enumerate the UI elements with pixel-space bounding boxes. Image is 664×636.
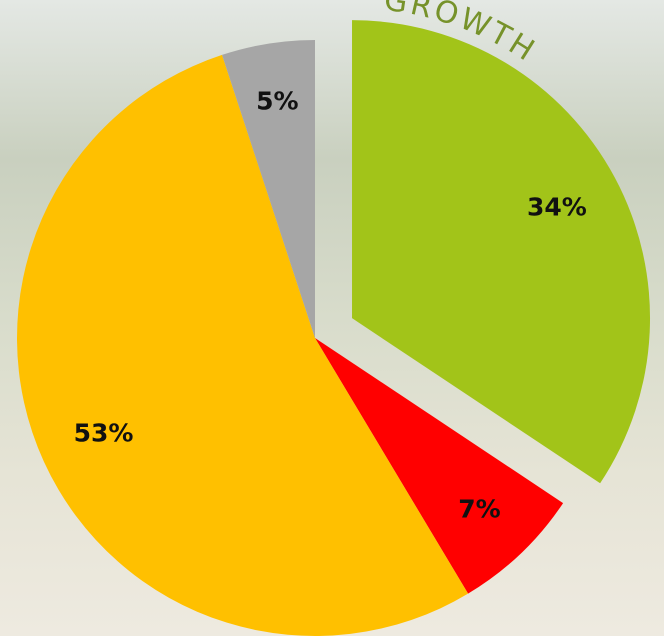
pie: 34% 7% 53% 5%	[17, 20, 651, 636]
value-label: 53%	[74, 419, 134, 448]
pie-slice	[315, 338, 564, 594]
value-label: 5%	[256, 87, 298, 116]
pie-slice	[17, 54, 469, 636]
pie-slice	[222, 40, 315, 338]
pie-slice	[352, 20, 651, 484]
value-label: 7%	[458, 495, 500, 524]
value-label: 34%	[527, 192, 587, 221]
